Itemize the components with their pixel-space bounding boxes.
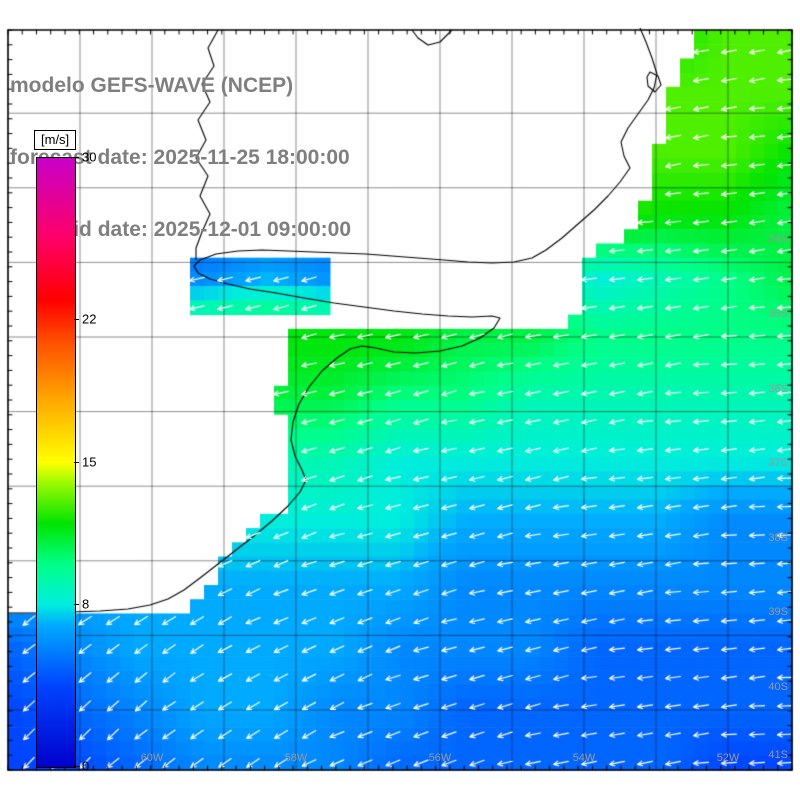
colorbar-tickmark (74, 461, 79, 463)
latitude-label: 39S (768, 606, 788, 618)
colorbar-tickmark (74, 319, 79, 321)
longitude-label: 58W (284, 752, 308, 764)
forecast-date-line: forecast date: 2025-11-25 18:00:00 (10, 146, 350, 169)
latitude-label: 37S (768, 457, 788, 469)
latitude-label: 41S (768, 749, 788, 761)
colorbar-tick-label: 15 (82, 454, 97, 469)
latitude-label: 36S (768, 383, 788, 395)
colorbar-gradient (36, 157, 76, 768)
model-title: modelo GEFS-WAVE (NCEP) (10, 74, 294, 97)
latitude-label: 35S (768, 308, 788, 320)
colorbar-legend: [m/s] 30 22 15 8 0 (34, 130, 96, 774)
colorbar-tick-label: 8 (82, 596, 90, 612)
latitude-label: 34S (768, 233, 788, 245)
latitude-label: 40S (768, 681, 788, 693)
colorbar-tick-label: 22 (82, 311, 97, 327)
longitude-label: 56W (428, 752, 452, 764)
colorbar-tickmark (74, 766, 79, 767)
header: modelo GEFS-WAVE (NCEP) forecast date: 2… (10, 26, 351, 290)
colorbar-tick-label: 0 (82, 758, 90, 774)
colorbar-tick-label: 30 (82, 149, 97, 165)
colorbar-tickmark (74, 157, 79, 158)
colorbar-tickmark (74, 603, 79, 605)
longitude-label: 60W (140, 752, 164, 764)
latitude-label: 38S (768, 532, 788, 544)
longitude-label: 54W (572, 752, 596, 764)
longitude-label: 52W (716, 752, 740, 764)
valid-date-line: valid date: 2025-12-01 09:00:00 (44, 218, 352, 241)
colorbar-unit-label: [m/s] (34, 130, 77, 150)
